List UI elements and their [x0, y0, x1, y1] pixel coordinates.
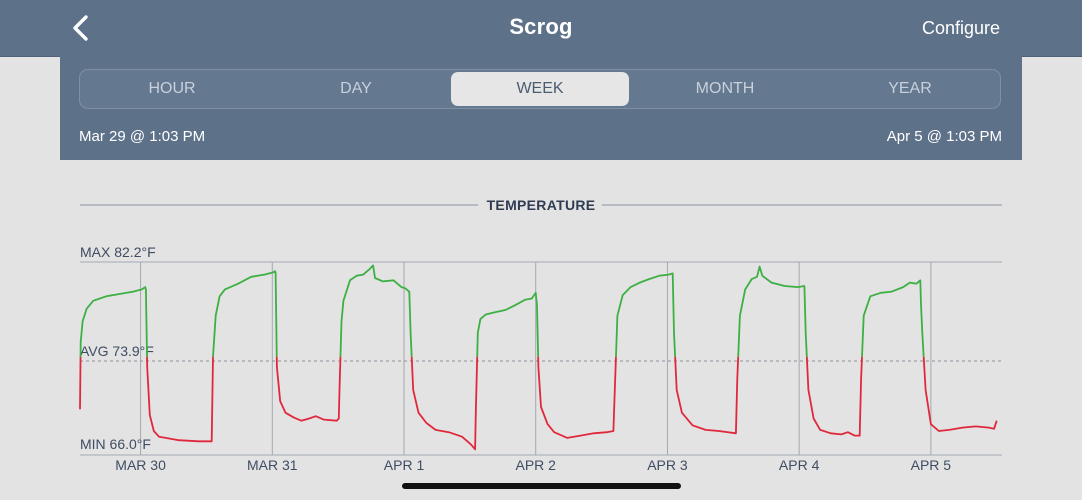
range-option-hour[interactable]: HOUR	[148, 80, 196, 97]
x-tick-label: APR 2	[515, 457, 556, 473]
chart-title: TEMPERATURE	[487, 197, 596, 213]
temperature-series	[79, 264, 998, 451]
x-tick-label: APR 5	[911, 457, 952, 473]
range-end-date: Apr 5 @ 1:03 PM	[886, 128, 1002, 145]
range-option-month[interactable]: MONTH	[695, 80, 755, 97]
chevron-left-icon	[73, 15, 88, 41]
range-option-week[interactable]: WEEK	[451, 72, 629, 106]
home-indicator[interactable]	[402, 483, 681, 489]
avg-label: AVG 73.9°F	[80, 343, 154, 359]
x-tick-label: MAR 30	[115, 457, 166, 473]
range-start-date: Mar 29 @ 1:03 PM	[79, 128, 206, 145]
x-tick-label: APR 4	[779, 457, 820, 473]
x-axis-ticks: MAR 30 MAR 31 APR 1 APR 2 APR 3 APR 4 APR 5	[115, 457, 951, 473]
x-tick-label: APR 3	[647, 457, 688, 473]
time-range-segmented-control: HOUR DAY WEEK MONTH YEAR	[79, 69, 1001, 109]
chart-gridlines	[140, 262, 932, 455]
back-button[interactable]	[62, 8, 102, 48]
x-tick-label: MAR 31	[247, 457, 298, 473]
max-label: MAX 82.2°F	[80, 244, 156, 260]
range-option-day[interactable]: DAY	[340, 80, 372, 97]
series-line-below-average	[79, 356, 998, 451]
time-range-panel: HOUR DAY WEEK MONTH YEAR Mar 29 @ 1:03 P…	[60, 56, 1022, 160]
range-option-year[interactable]: YEAR	[888, 80, 932, 97]
min-label: MIN 66.0°F	[80, 436, 151, 452]
x-tick-label: APR 1	[384, 457, 425, 473]
series-line-above-average	[79, 264, 925, 357]
configure-button[interactable]: Configure	[921, 18, 1000, 38]
